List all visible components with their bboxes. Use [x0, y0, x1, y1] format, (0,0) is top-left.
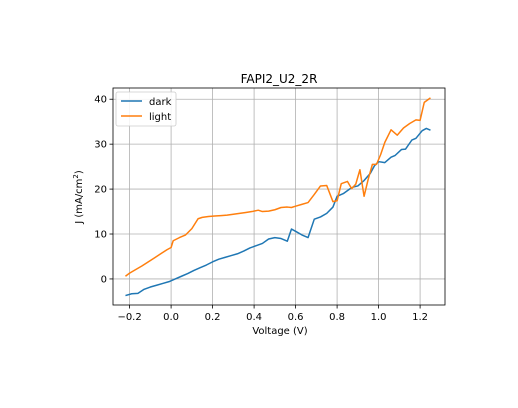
legend: dark light: [115, 91, 177, 127]
y-axis-label-sup: 2: [72, 174, 80, 178]
y-tick-label: 30: [94, 140, 107, 151]
y-tick-label: 10: [94, 230, 107, 241]
legend-label-light: light: [149, 112, 171, 123]
x-tick-label: 0.4: [246, 312, 262, 323]
series-line-light: [124, 97, 431, 277]
y-axis-label-end: ): [74, 170, 85, 174]
grid: [113, 88, 445, 305]
x-axis-label: Voltage (V): [252, 326, 307, 337]
y-tick-label: 20: [94, 185, 107, 196]
series-line-dark: [125, 127, 431, 297]
x-tick-label: 0.2: [205, 312, 221, 323]
chart-title: FAPI2_U2_2R: [241, 72, 318, 86]
y-axis-label-main: J (mA/cm: [74, 179, 85, 225]
x-tick-label: 0.8: [329, 312, 345, 323]
y-axis-label: J (mA/cm2): [72, 170, 85, 225]
series-layer: [124, 97, 431, 297]
x-axis: −0.2 0.0 0.2 0.4 0.6 0.8 1.0 1.2: [117, 305, 428, 323]
x-tick-label: 0.6: [288, 312, 304, 323]
y-tick-label: 40: [94, 95, 107, 106]
y-axis: 0 10 20 30 40: [94, 95, 113, 285]
y-tick-label: 0: [101, 274, 107, 285]
x-tick-label: 0.0: [163, 312, 179, 323]
legend-label-dark: dark: [149, 97, 172, 108]
x-tick-label: 1.2: [412, 312, 428, 323]
x-tick-label: −0.2: [117, 312, 141, 323]
plot-frame: [112, 87, 446, 306]
x-tick-label: 1.0: [371, 312, 387, 323]
